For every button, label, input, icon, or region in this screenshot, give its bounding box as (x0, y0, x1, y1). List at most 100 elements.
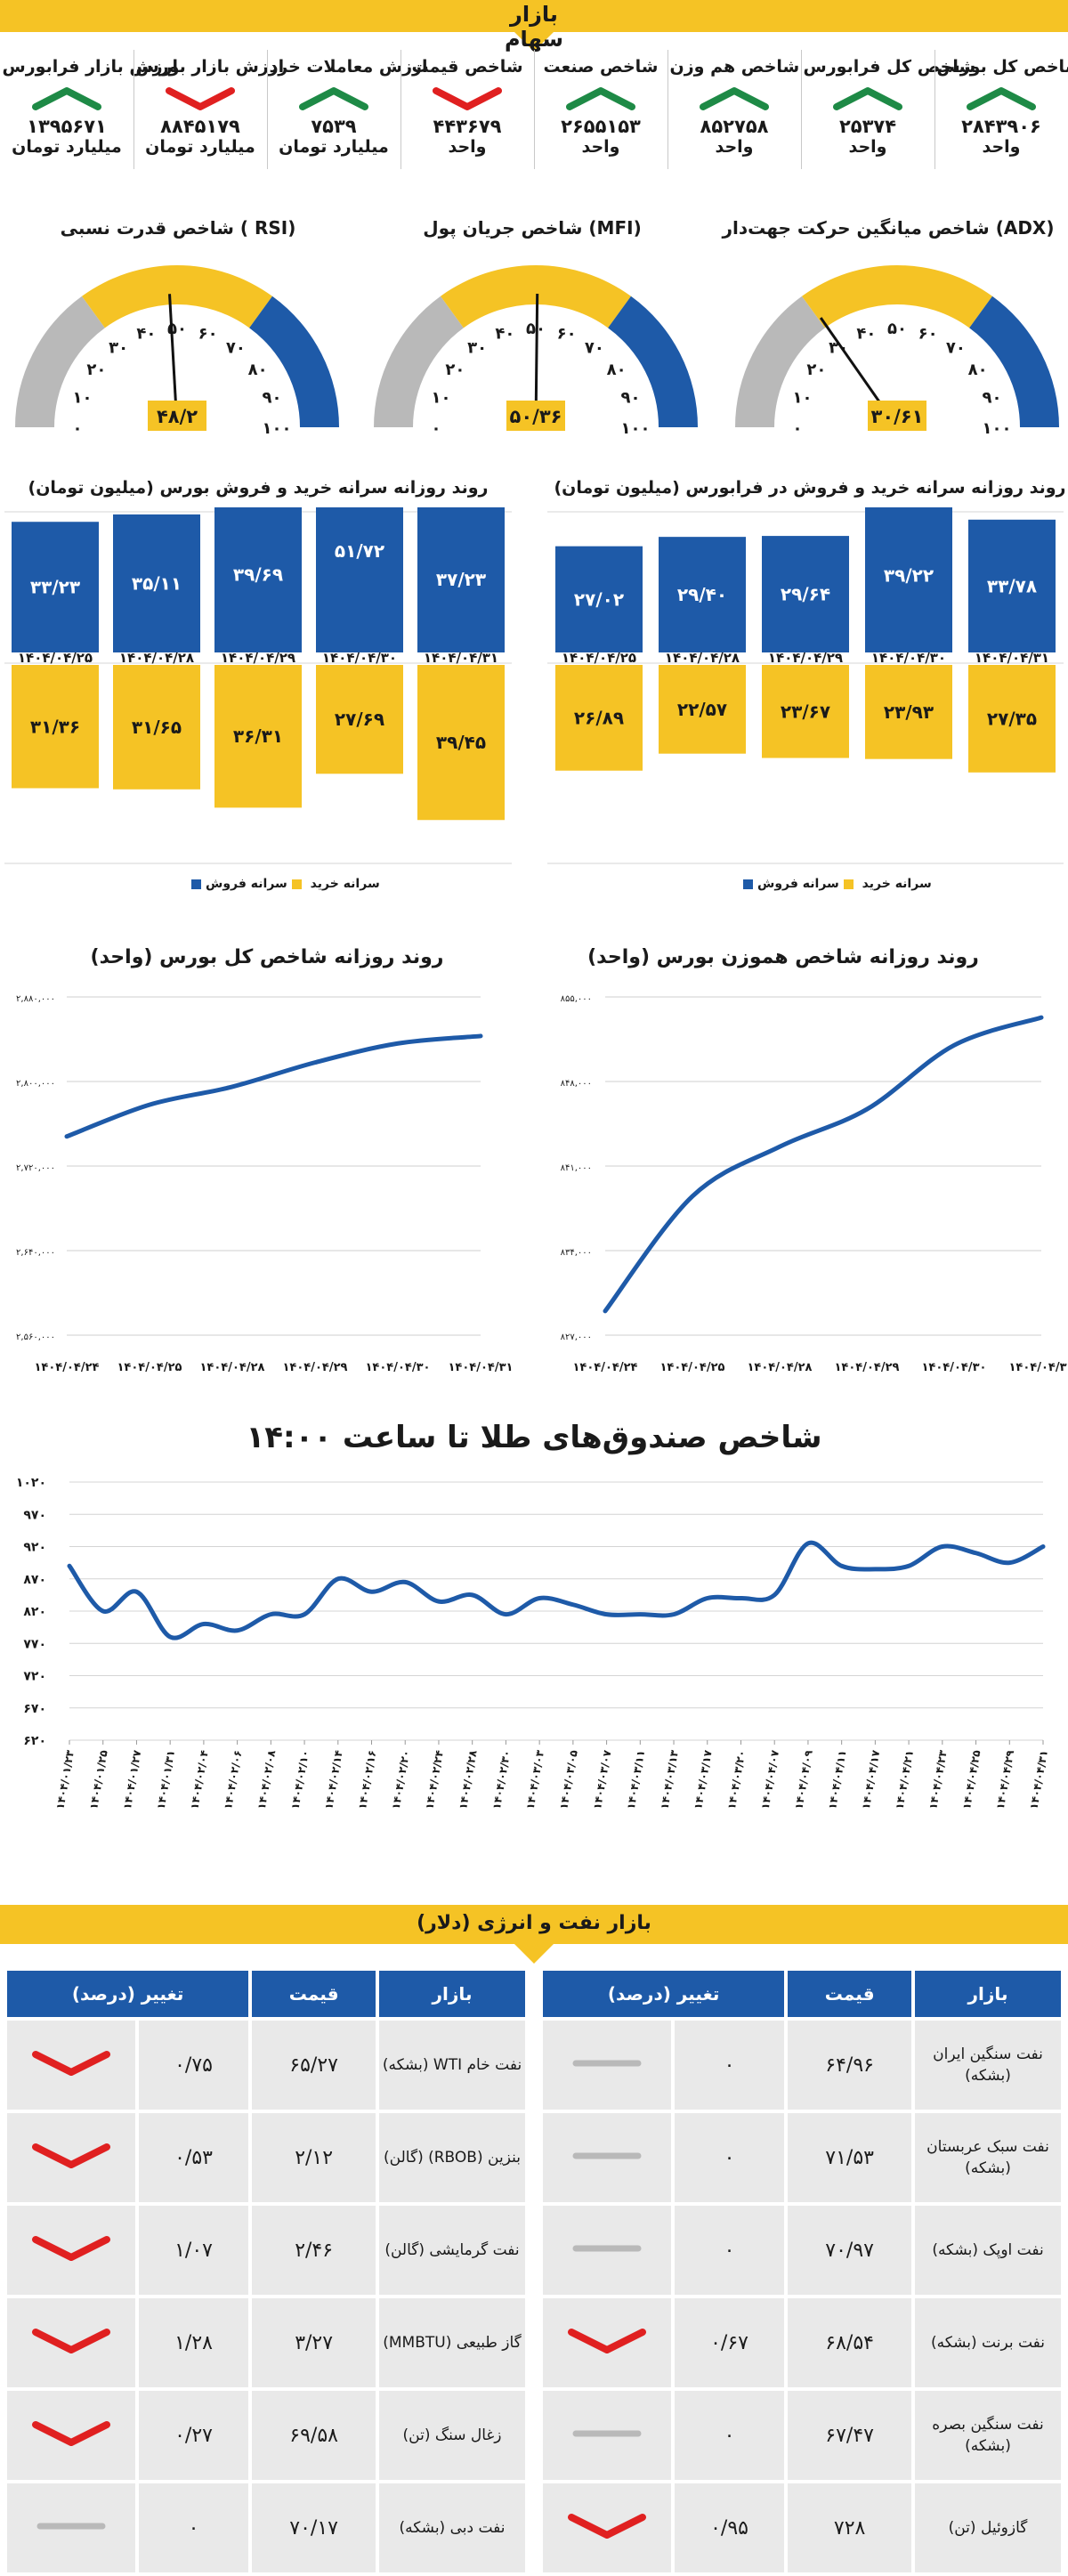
x-tick-label: ۱۴۰۴/۰۴/۳۱ (1009, 1361, 1068, 1374)
trend-cell (543, 2113, 671, 2202)
trend-icon (31, 2420, 110, 2446)
x-tick-label: ۱۴۰۴/۰۱/۳۱ (155, 1749, 177, 1810)
market-name: نفت خام WTI (بشکه) (379, 2021, 525, 2110)
bar-label-buy: ۲۷/۰۲ (574, 588, 624, 610)
gauge-title-mfi: شاخص جریان پول (MFI) (423, 217, 642, 239)
gauge-band (82, 265, 272, 328)
gauge-tick-label: ۰ (793, 419, 803, 438)
indicator-card: شاخص کل فرابورس ۲۵۳۷۴ واحد (804, 46, 976, 171)
gauge-tick-label: ۸۰ (248, 360, 268, 379)
trend-icon (433, 87, 502, 110)
bar-buy (214, 507, 302, 652)
bar-sell (12, 665, 99, 789)
trend-cell (7, 2391, 135, 2480)
market-name: نفت دبی (بشکه) (379, 2483, 525, 2572)
indicator-divider (267, 50, 268, 169)
y-tick-label: ۷۲۰ (23, 1670, 46, 1684)
gauge-tick-label: ۲۰ (806, 360, 826, 379)
table-row: نفت سنگین ایران (بشکه) ۶۴/۹۶ ۰ (543, 2021, 1061, 2110)
legend-label-buy: سرانه خرید (862, 877, 932, 891)
market-name: نفت اوپک (بشکه) (915, 2206, 1061, 2295)
market-name: گازوئیل (تن) (915, 2483, 1061, 2572)
bar-buy (659, 537, 746, 652)
legend-farabourse: سرانه خرید سرانه فروش (739, 877, 932, 891)
x-tick-label: ۱۴۰۴/۰۴/۲۵ (660, 1361, 725, 1374)
bar-label-buy: ۳۳/۷۸ (987, 575, 1037, 596)
market-change: ۰ (674, 2391, 785, 2480)
trend-down-icon (31, 2328, 110, 2353)
stock-market-title: بازار سهام (504, 2, 564, 52)
energy-header (0, 1905, 1068, 1944)
gauge-tick-label: ۳۰ (467, 338, 487, 357)
market-change: ۰/۶۷ (674, 2298, 785, 2387)
gauge-tick-label: ۲۰ (86, 360, 106, 379)
gauge-tick-label: ۶۰ (557, 324, 577, 343)
x-tick-label: ۱۴۰۴/۰۴/۳۰ (922, 1361, 987, 1374)
table-row: نفت دبی (بشکه) ۷۰/۱۷ ۰ (7, 2483, 525, 2572)
legend-label-sell: سرانه فروش (757, 877, 839, 891)
trend-up-icon (833, 87, 902, 110)
gauge-band (441, 264, 631, 328)
x-tick-label: ۱۴۰۴/۰۴/۲۵ (18, 650, 93, 666)
gauge-title-rsi: شاخص قدرت نسبی ( RSI) (60, 217, 296, 239)
market-change: ۰/۲۷ (138, 2391, 249, 2480)
bar-sell (762, 665, 849, 758)
x-tick-label: ۱۴۰۴/۰۴/۲۴ (35, 1361, 100, 1374)
x-tick-label: ۱۴۰۴/۰۲/۳۰ (490, 1749, 513, 1810)
indicator-unit: واحد (448, 137, 487, 157)
bar-label-buy: ۲۹/۴۰ (677, 584, 727, 605)
x-tick-label: ۱۴۰۴/۰۴/۰۷ (759, 1748, 782, 1810)
bar-label-sell: ۲۶/۸۹ (574, 707, 624, 728)
gauge-tick-label: ۷۰ (226, 338, 246, 357)
trend-icon (833, 87, 902, 110)
x-tick-label: ۱۴۰۴/۰۴/۲۸ (119, 650, 194, 666)
table-row: زغال سنگ (تن) ۶۹/۵۸ ۰/۲۷ (7, 2391, 525, 2480)
x-tick-label: ۱۴۰۴/۰۲/۲۸ (457, 1748, 480, 1810)
gauge-band (802, 265, 992, 328)
trend-icon (36, 2523, 106, 2529)
bar-label-sell: ۲۷/۶۹ (335, 709, 384, 730)
gauge-title-adx: شاخص میانگین حرکت جهت‌دار (ADX) (722, 217, 1055, 239)
bar-buy (865, 507, 952, 652)
bar-sell (316, 665, 403, 774)
indicator-value: ۴۴۳۶۷۹ (433, 116, 502, 137)
y-tick-label: ۸۲۰ (23, 1605, 46, 1619)
gauge-tick-label: ۴۰ (136, 324, 156, 343)
indicator-unit: واحد (581, 137, 620, 157)
market-price: ۲/۴۶ (252, 2206, 376, 2295)
y-tick-label: ۲,۸۰۰,۰۰۰ (16, 1079, 55, 1089)
trend-cell (543, 2483, 671, 2572)
x-tick-label: ۱۴۰۴/۰۴/۲۱ (894, 1749, 916, 1810)
x-tick-label: ۱۴۰۴/۰۴/۲۹ (283, 1361, 348, 1374)
market-price: ۶۵/۲۷ (252, 2021, 376, 2110)
gauge-tick-label: ۱۰۰ (983, 419, 1012, 438)
x-tick-label: ۱۴۰۴/۰۴/۲۹ (768, 650, 843, 666)
gauge-tick-label: ۹۰ (263, 388, 282, 407)
x-tick-label: ۱۴۰۴/۰۱/۲۳ (53, 1748, 77, 1810)
indicator-title: شاخص صنعت (543, 57, 659, 77)
bar-label-sell: ۲۳/۹۳ (884, 701, 934, 723)
market-price: ۷۰/۹۷ (788, 2206, 911, 2295)
x-tick-label: ۱۴۰۴/۰۴/۱۱ (826, 1749, 848, 1810)
market-name: نفت گرمایشی (گالن) (379, 2206, 525, 2295)
x-tick-label: ۱۴۰۴/۰۴/۲۵ (960, 1749, 983, 1810)
bar-label-buy: ۳۹/۶۹ (233, 563, 283, 585)
x-tick-label: ۱۴۰۴/۰۴/۲۸ (748, 1361, 813, 1374)
y-tick-label: ۸۲۷,۰۰۰ (561, 1333, 592, 1342)
y-tick-label: ۸۳۴,۰۰۰ (561, 1248, 592, 1258)
y-tick-label: ۲,۵۶۰,۰۰۰ (16, 1333, 55, 1342)
indicator-value: ۸۵۲۷۵۸ (700, 116, 769, 137)
trend-down-icon (31, 2143, 110, 2168)
indicator-card: شاخص کل بورس ۲۸۴۳۹۰۶ واحد (937, 46, 1068, 171)
legend-label-sell: سرانه فروش (206, 877, 287, 891)
table-row: نفت سبک عربستان (بشکه) ۷۱/۵۳ ۰ (543, 2113, 1061, 2202)
energy-table-left: بازار قیمت تغییر (درصد) نفت خام WTI (بشک… (4, 1967, 529, 2576)
bar-label-sell: ۳۹/۴۵ (436, 732, 486, 753)
trend-up-icon (299, 87, 368, 110)
gauge-tick-label: ۴۰ (495, 324, 514, 343)
indicator-card: ارزش معاملات خرد ۷۵۳۹ میلیارد تومان (270, 46, 428, 171)
trend-up-icon (32, 87, 101, 110)
gauge-tick-label: ۰ (432, 419, 441, 438)
gauge-tick-label: ۳۰ (829, 338, 848, 357)
y-tick-label: ۲,۸۸۰,۰۰۰ (16, 994, 55, 1004)
